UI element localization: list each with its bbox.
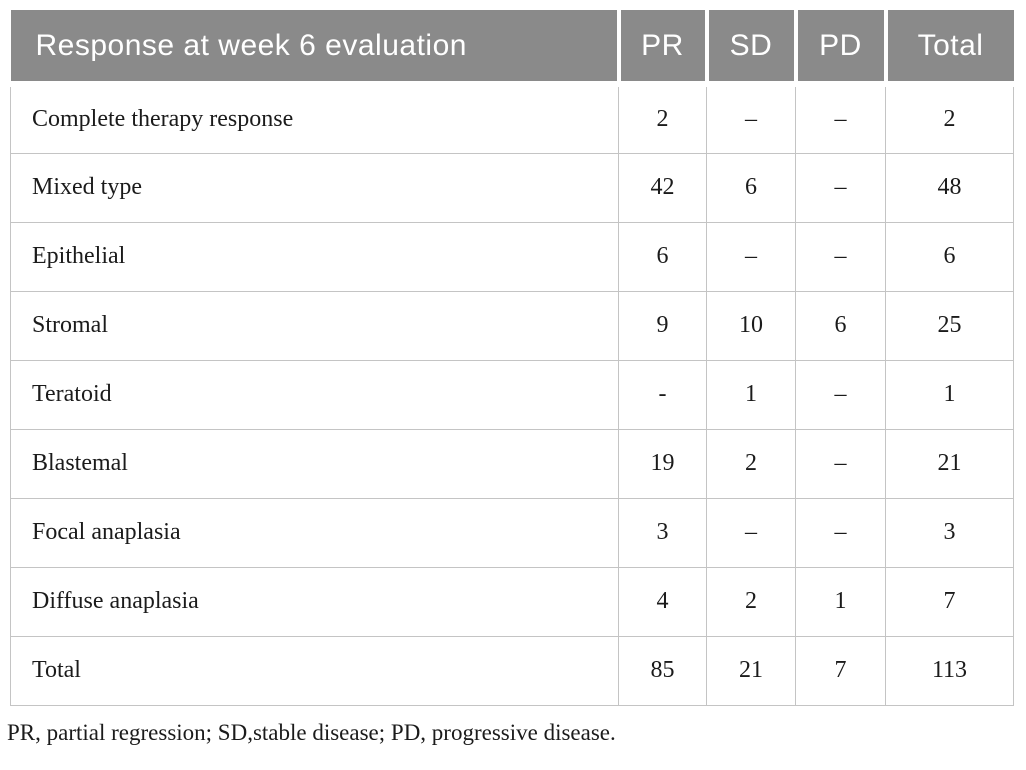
table-row: Teratoid - 1 – 1	[10, 359, 1014, 430]
page: Response at week 6 evaluation PR SD PD T…	[0, 10, 1026, 770]
cell-total: 113	[885, 635, 1014, 706]
cell-sd: 2	[706, 566, 796, 637]
cell-pr: 3	[618, 497, 707, 568]
cell-sd: –	[706, 221, 796, 292]
cell-pr: 2	[618, 83, 707, 154]
row-label: Mixed type	[10, 152, 619, 223]
cell-total: 3	[885, 497, 1014, 568]
cell-pd: –	[795, 83, 886, 154]
header-response-label: Response at week 6 evaluation	[10, 10, 619, 87]
cell-total: 25	[885, 290, 1014, 361]
table-row: Mixed type 42 6 – 48	[10, 152, 1014, 223]
table-row: Blastemal 19 2 – 21	[10, 428, 1014, 499]
cell-pr: 4	[618, 566, 707, 637]
cell-sd: 6	[706, 152, 796, 223]
table-body: Complete therapy response 2 – – 2 Mixed …	[10, 83, 1014, 706]
row-label: Diffuse anaplasia	[10, 566, 619, 637]
header-col-sd: SD	[704, 10, 796, 87]
row-label: Teratoid	[10, 359, 619, 430]
cell-total: 21	[885, 428, 1014, 499]
table-footnote: PR, partial regression; SD,stable diseas…	[7, 719, 616, 745]
cell-sd: –	[706, 497, 796, 568]
cell-pr: 6	[618, 221, 707, 292]
cell-pd: –	[795, 152, 886, 223]
cell-sd: 10	[706, 290, 796, 361]
cell-pd: –	[795, 221, 886, 292]
cell-pd: –	[795, 497, 886, 568]
row-label: Complete therapy response	[10, 83, 619, 154]
table-row: Complete therapy response 2 – – 2	[10, 83, 1014, 154]
cell-sd: 1	[706, 359, 796, 430]
response-table: Response at week 6 evaluation PR SD PD T…	[10, 10, 1014, 706]
row-label: Blastemal	[10, 428, 619, 499]
cell-total: 7	[885, 566, 1014, 637]
table-row: Stromal 9 10 6 25	[10, 290, 1014, 361]
cell-pd: 6	[795, 290, 886, 361]
cell-total: 48	[885, 152, 1014, 223]
cell-total: 2	[885, 83, 1014, 154]
cell-sd: 2	[706, 428, 796, 499]
cell-pr: 19	[618, 428, 707, 499]
cell-pd: –	[795, 428, 886, 499]
cell-sd: –	[706, 83, 796, 154]
cell-pr: 9	[618, 290, 707, 361]
cell-pd: 7	[795, 635, 886, 706]
table-row: Focal anaplasia 3 – – 3	[10, 497, 1014, 568]
cell-sd: 21	[706, 635, 796, 706]
header-col-pr: PR	[616, 10, 707, 87]
header-col-pd: PD	[793, 10, 886, 87]
table-row: Diffuse anaplasia 4 2 1 7	[10, 566, 1014, 637]
row-label: Stromal	[10, 290, 619, 361]
header-row: Response at week 6 evaluation PR SD PD T…	[10, 10, 1014, 87]
cell-total: 6	[885, 221, 1014, 292]
cell-total: 1	[885, 359, 1014, 430]
cell-pd: –	[795, 359, 886, 430]
cell-pd: 1	[795, 566, 886, 637]
header-col-total: Total	[883, 10, 1014, 87]
cell-pr: -	[618, 359, 707, 430]
table-row: Total 85 21 7 113	[10, 635, 1014, 706]
table-row: Epithelial 6 – – 6	[10, 221, 1014, 292]
cell-pr: 42	[618, 152, 707, 223]
row-label: Focal anaplasia	[10, 497, 619, 568]
cell-pr: 85	[618, 635, 707, 706]
row-label: Total	[10, 635, 619, 706]
row-label: Epithelial	[10, 221, 619, 292]
